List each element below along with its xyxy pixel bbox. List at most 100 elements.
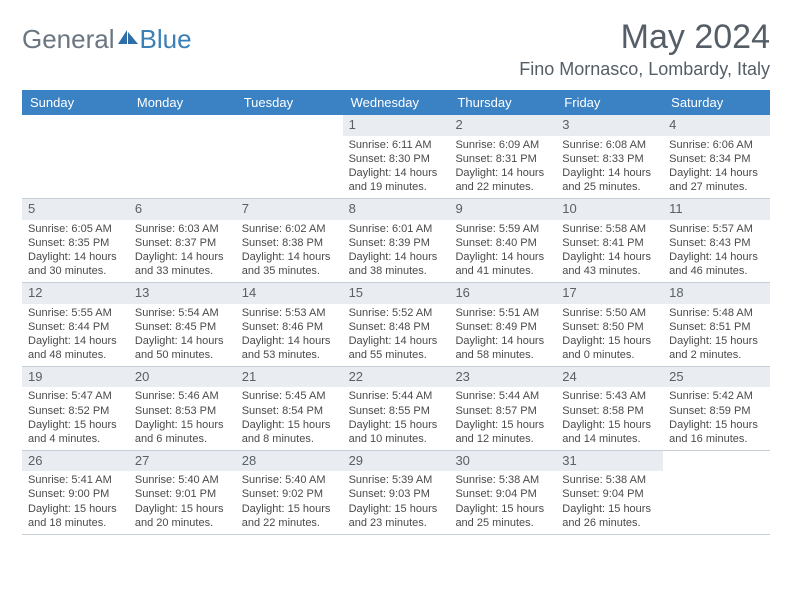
day-cell: 18Sunrise: 5:48 AMSunset: 8:51 PMDayligh…	[663, 283, 770, 366]
brand-second: Blue	[140, 24, 192, 55]
day-cell: 17Sunrise: 5:50 AMSunset: 8:50 PMDayligh…	[556, 283, 663, 366]
week-row: 19Sunrise: 5:47 AMSunset: 8:52 PMDayligh…	[22, 367, 770, 451]
sunset-line: Sunset: 8:34 PM	[669, 152, 764, 166]
sunrise-line: Sunrise: 5:50 AM	[562, 306, 657, 320]
day-cell: 11Sunrise: 5:57 AMSunset: 8:43 PMDayligh…	[663, 199, 770, 282]
day-cell: 28Sunrise: 5:40 AMSunset: 9:02 PMDayligh…	[236, 451, 343, 534]
sunset-line: Sunset: 8:58 PM	[562, 404, 657, 418]
day-number: 29	[343, 451, 450, 472]
sunset-line: Sunset: 8:35 PM	[28, 236, 123, 250]
day-cell: 4Sunrise: 6:06 AMSunset: 8:34 PMDaylight…	[663, 115, 770, 198]
month-year: May 2024	[519, 18, 770, 57]
day-number: 9	[449, 199, 556, 220]
week-row: 5Sunrise: 6:05 AMSunset: 8:35 PMDaylight…	[22, 199, 770, 283]
day-body: Sunrise: 5:38 AMSunset: 9:04 PMDaylight:…	[556, 471, 663, 533]
day-body: Sunrise: 6:03 AMSunset: 8:37 PMDaylight:…	[129, 220, 236, 282]
sunrise-line: Sunrise: 6:11 AM	[349, 138, 444, 152]
day-number: 19	[22, 367, 129, 388]
sunset-line: Sunset: 8:31 PM	[455, 152, 550, 166]
daylight-line: Daylight: 15 hours and 8 minutes.	[242, 418, 337, 446]
day-number: 7	[236, 199, 343, 220]
dow-saturday: Saturday	[663, 90, 770, 115]
day-body: Sunrise: 6:02 AMSunset: 8:38 PMDaylight:…	[236, 220, 343, 282]
day-number: 13	[129, 283, 236, 304]
dow-header-row: Sunday Monday Tuesday Wednesday Thursday…	[22, 90, 770, 115]
day-body: Sunrise: 5:38 AMSunset: 9:04 PMDaylight:…	[449, 471, 556, 533]
daylight-line: Daylight: 15 hours and 25 minutes.	[455, 502, 550, 530]
daylight-line: Daylight: 14 hours and 48 minutes.	[28, 334, 123, 362]
brand-sail-icon	[117, 22, 139, 53]
daylight-line: Daylight: 14 hours and 53 minutes.	[242, 334, 337, 362]
sunrise-line: Sunrise: 5:52 AM	[349, 306, 444, 320]
day-cell: 30Sunrise: 5:38 AMSunset: 9:04 PMDayligh…	[449, 451, 556, 534]
day-cell: 20Sunrise: 5:46 AMSunset: 8:53 PMDayligh…	[129, 367, 236, 450]
daylight-line: Daylight: 14 hours and 25 minutes.	[562, 166, 657, 194]
day-cell: 22Sunrise: 5:44 AMSunset: 8:55 PMDayligh…	[343, 367, 450, 450]
daylight-line: Daylight: 14 hours and 33 minutes.	[135, 250, 230, 278]
sunset-line: Sunset: 9:04 PM	[562, 487, 657, 501]
day-cell: 2Sunrise: 6:09 AMSunset: 8:31 PMDaylight…	[449, 115, 556, 198]
day-body: Sunrise: 6:01 AMSunset: 8:39 PMDaylight:…	[343, 220, 450, 282]
dow-friday: Friday	[556, 90, 663, 115]
day-number: 23	[449, 367, 556, 388]
day-number: 26	[22, 451, 129, 472]
daylight-line: Daylight: 15 hours and 14 minutes.	[562, 418, 657, 446]
sunset-line: Sunset: 9:04 PM	[455, 487, 550, 501]
day-number: 2	[449, 115, 556, 136]
sunrise-line: Sunrise: 5:45 AM	[242, 389, 337, 403]
sunrise-line: Sunrise: 6:05 AM	[28, 222, 123, 236]
day-number: 16	[449, 283, 556, 304]
sunset-line: Sunset: 8:41 PM	[562, 236, 657, 250]
daylight-line: Daylight: 14 hours and 43 minutes.	[562, 250, 657, 278]
day-cell: 3Sunrise: 6:08 AMSunset: 8:33 PMDaylight…	[556, 115, 663, 198]
day-body: Sunrise: 5:51 AMSunset: 8:49 PMDaylight:…	[449, 304, 556, 366]
sunset-line: Sunset: 8:49 PM	[455, 320, 550, 334]
sunrise-line: Sunrise: 5:48 AM	[669, 306, 764, 320]
day-body: Sunrise: 5:41 AMSunset: 9:00 PMDaylight:…	[22, 471, 129, 533]
sunrise-line: Sunrise: 5:58 AM	[562, 222, 657, 236]
sunset-line: Sunset: 8:57 PM	[455, 404, 550, 418]
sunset-line: Sunset: 8:45 PM	[135, 320, 230, 334]
day-number: 25	[663, 367, 770, 388]
calendar-page: General Blue May 2024 Fino Mornasco, Lom…	[0, 0, 792, 547]
daylight-line: Daylight: 15 hours and 20 minutes.	[135, 502, 230, 530]
daylight-line: Daylight: 14 hours and 58 minutes.	[455, 334, 550, 362]
day-body: Sunrise: 6:06 AMSunset: 8:34 PMDaylight:…	[663, 136, 770, 198]
sunrise-line: Sunrise: 5:43 AM	[562, 389, 657, 403]
sunrise-line: Sunrise: 5:40 AM	[242, 473, 337, 487]
day-body: Sunrise: 5:44 AMSunset: 8:55 PMDaylight:…	[343, 387, 450, 449]
day-body: Sunrise: 6:05 AMSunset: 8:35 PMDaylight:…	[22, 220, 129, 282]
daylight-line: Daylight: 15 hours and 18 minutes.	[28, 502, 123, 530]
daylight-line: Daylight: 15 hours and 2 minutes.	[669, 334, 764, 362]
day-cell: 14Sunrise: 5:53 AMSunset: 8:46 PMDayligh…	[236, 283, 343, 366]
daylight-line: Daylight: 14 hours and 55 minutes.	[349, 334, 444, 362]
daylight-line: Daylight: 15 hours and 26 minutes.	[562, 502, 657, 530]
sunrise-line: Sunrise: 6:09 AM	[455, 138, 550, 152]
day-number: 14	[236, 283, 343, 304]
day-cell: 19Sunrise: 5:47 AMSunset: 8:52 PMDayligh…	[22, 367, 129, 450]
day-body: Sunrise: 5:43 AMSunset: 8:58 PMDaylight:…	[556, 387, 663, 449]
sunrise-line: Sunrise: 5:44 AM	[349, 389, 444, 403]
day-number: 15	[343, 283, 450, 304]
sunset-line: Sunset: 9:01 PM	[135, 487, 230, 501]
day-body: Sunrise: 5:44 AMSunset: 8:57 PMDaylight:…	[449, 387, 556, 449]
daylight-line: Daylight: 14 hours and 35 minutes.	[242, 250, 337, 278]
day-cell: 21Sunrise: 5:45 AMSunset: 8:54 PMDayligh…	[236, 367, 343, 450]
sunrise-line: Sunrise: 5:59 AM	[455, 222, 550, 236]
day-body: Sunrise: 5:59 AMSunset: 8:40 PMDaylight:…	[449, 220, 556, 282]
day-body: Sunrise: 6:11 AMSunset: 8:30 PMDaylight:…	[343, 136, 450, 198]
day-body: Sunrise: 5:45 AMSunset: 8:54 PMDaylight:…	[236, 387, 343, 449]
day-cell: 8Sunrise: 6:01 AMSunset: 8:39 PMDaylight…	[343, 199, 450, 282]
day-body: Sunrise: 5:46 AMSunset: 8:53 PMDaylight:…	[129, 387, 236, 449]
day-number: 11	[663, 199, 770, 220]
day-number: 30	[449, 451, 556, 472]
day-number: 8	[343, 199, 450, 220]
day-body: Sunrise: 5:48 AMSunset: 8:51 PMDaylight:…	[663, 304, 770, 366]
sunset-line: Sunset: 9:03 PM	[349, 487, 444, 501]
sunrise-line: Sunrise: 6:01 AM	[349, 222, 444, 236]
day-number: 17	[556, 283, 663, 304]
day-number: 1	[343, 115, 450, 136]
day-number: 31	[556, 451, 663, 472]
dow-thursday: Thursday	[449, 90, 556, 115]
day-body: Sunrise: 5:40 AMSunset: 9:01 PMDaylight:…	[129, 471, 236, 533]
